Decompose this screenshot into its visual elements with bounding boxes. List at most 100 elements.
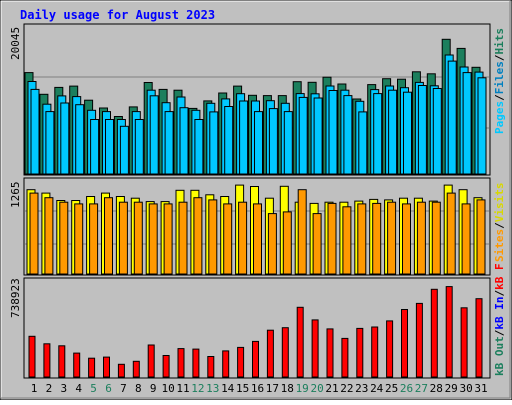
x-tick-label-5: 5	[90, 382, 97, 395]
bar-kb-f-day-5	[88, 357, 96, 378]
bar-kb-f-day-7	[117, 363, 125, 378]
bar-pages-day-31	[477, 77, 487, 175]
x-tick-label-21: 21	[325, 382, 338, 395]
bar-pages-day-27	[417, 85, 427, 175]
bar-kb-f-day-10	[162, 355, 170, 378]
panel-top-max-label: 20045	[9, 27, 22, 60]
bar-kb-f-day-30	[460, 307, 468, 378]
x-tick-label-7: 7	[120, 382, 127, 395]
bar-sites-day-23	[357, 203, 367, 275]
x-tick-label-12: 12	[191, 382, 204, 395]
bar-pages-day-5	[90, 119, 100, 175]
bar-pages-day-24	[373, 93, 383, 175]
legend-files-label: Files	[493, 61, 506, 94]
legend-top: Pages/Files/Hits	[493, 28, 506, 134]
bar-sites-day-1	[29, 192, 39, 275]
bar-pages-day-15	[239, 100, 249, 175]
x-tick-label-11: 11	[176, 382, 189, 395]
bar-kb-f-day-27	[415, 302, 423, 378]
bar-pages-day-8	[134, 119, 144, 175]
bar-pages-day-13	[209, 111, 219, 175]
bar-kb-f-day-29	[445, 286, 453, 378]
bar-sites-day-26	[402, 203, 411, 275]
x-tick-label-27: 27	[415, 382, 428, 395]
bar-pages-day-6	[105, 119, 114, 175]
legend-mid: Sites/Visits	[493, 183, 506, 263]
panel-mid-max-label: 1265	[9, 182, 22, 209]
legend-kbf-label: kB F	[493, 263, 506, 290]
x-tick-label-6: 6	[105, 382, 112, 395]
bar-sites-day-18	[282, 211, 292, 275]
x-tick-labels: 1 2 3 4 5 6 7 8 9 10 11 12 13 14 15 16 17 18 19 20 21 22 23 24 2…	[31, 382, 488, 395]
x-tick-label-9: 9	[150, 382, 157, 395]
bar-kb-f-day-28	[430, 288, 438, 378]
bar-pages-day-22	[343, 95, 353, 175]
x-tick-label-24: 24	[370, 382, 384, 395]
bar-sites-day-30	[461, 203, 471, 275]
bar-kb-f-day-25	[386, 320, 394, 378]
bar-sites-day-28	[431, 201, 441, 275]
bar-pages-day-19	[298, 96, 308, 175]
bar-pages-day-1	[30, 88, 40, 175]
legend-sites-label: Sites	[493, 229, 506, 262]
bar-sites-day-21	[327, 202, 337, 275]
chart-title: Daily usage for August 2023	[20, 8, 215, 22]
legend-sep-3: /	[493, 222, 506, 229]
x-tick-label-20: 20	[310, 382, 323, 395]
bar-sites-day-11	[178, 201, 188, 275]
legend-kbout-label: kB Out	[493, 336, 506, 376]
bar-kb-f-day-12	[192, 348, 200, 378]
bar-sites-day-12	[193, 197, 203, 275]
bar-pages-day-11	[179, 107, 189, 175]
bar-kb-f-day-11	[177, 348, 185, 378]
bar-sites-day-29	[446, 192, 456, 275]
bar-kb-f-day-23	[356, 327, 364, 378]
x-tick-label-14: 14	[221, 382, 235, 395]
bar-sites-day-24	[372, 202, 382, 275]
bar-sites-day-25	[387, 201, 397, 275]
x-tick-label-28: 28	[430, 382, 443, 395]
bar-kb-f-day-22	[341, 337, 349, 378]
legend-sep-2: /	[493, 54, 506, 61]
x-tick-label-25: 25	[385, 382, 398, 395]
bar-sites-day-14	[223, 203, 233, 275]
bar-sites-day-19	[297, 189, 307, 275]
bar-sites-day-4	[74, 203, 84, 275]
bar-kb-f-day-3	[58, 345, 66, 378]
bar-kb-f-day-9	[147, 344, 155, 378]
legend-visits-label: Visits	[493, 183, 506, 223]
bar-pages-day-9	[149, 95, 159, 175]
x-tick-label-13: 13	[206, 382, 219, 395]
bar-pages-day-29	[447, 60, 457, 175]
x-tick-label-10: 10	[161, 382, 174, 395]
bar-sites-day-27	[416, 201, 426, 275]
bar-pages-day-3	[60, 102, 70, 175]
bar-sites-day-17	[267, 213, 277, 275]
bar-pages-day-14	[224, 106, 234, 175]
x-tick-label-1: 1	[31, 382, 38, 395]
x-tick-label-22: 22	[340, 382, 353, 395]
legend-pages-label: Pages	[493, 101, 506, 134]
legend-hits-label: Hits	[493, 28, 506, 55]
legend-kbin-label: kB In	[493, 297, 506, 330]
x-tick-label-30: 30	[459, 382, 472, 395]
bar-kb-f-day-6	[103, 356, 110, 378]
bar-pages-day-20	[313, 97, 323, 175]
bar-pages-day-10	[164, 111, 174, 175]
bar-sites-day-10	[163, 203, 173, 275]
legend-sep-4: /	[493, 329, 506, 336]
x-tick-label-26: 26	[400, 382, 413, 395]
x-tick-label-29: 29	[445, 382, 458, 395]
bar-kb-f-day-4	[73, 352, 81, 378]
bar-sites-day-7	[118, 201, 128, 275]
bar-kb-f-day-31	[475, 298, 483, 378]
bar-sites-day-16	[253, 203, 262, 275]
x-tick-label-17: 17	[266, 382, 279, 395]
bar-pages-day-23	[358, 111, 368, 175]
bar-pages-day-26	[403, 91, 412, 175]
bar-sites-day-20	[312, 213, 322, 275]
bar-kb-f-day-16	[252, 340, 259, 378]
x-tick-label-8: 8	[135, 382, 142, 395]
bar-pages-day-21	[328, 90, 338, 175]
